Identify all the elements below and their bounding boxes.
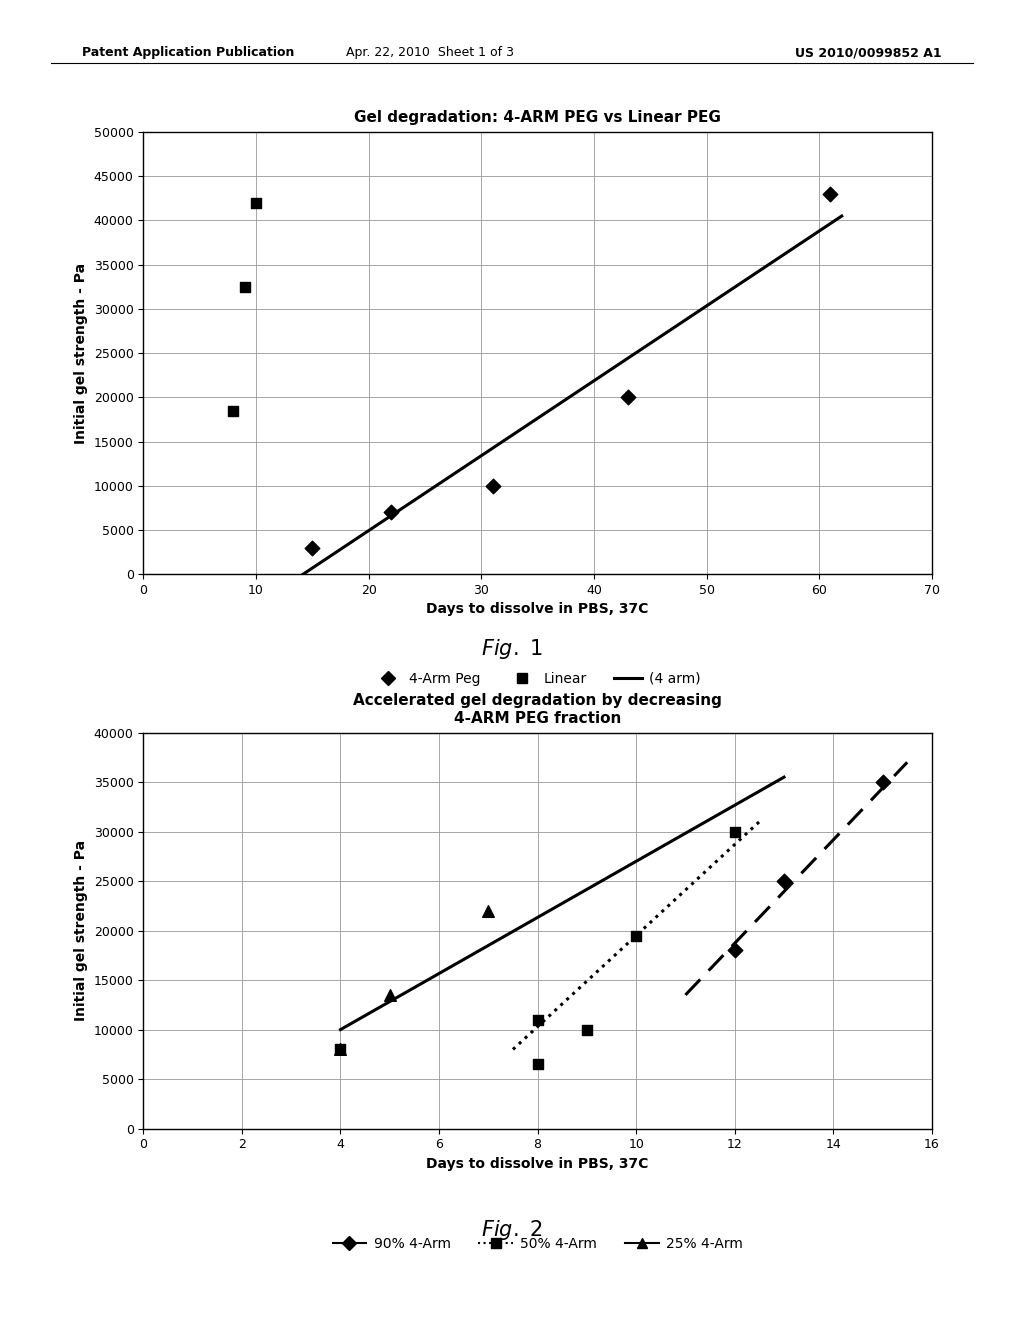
- Title: Accelerated gel degradation by decreasing
4-ARM PEG fraction: Accelerated gel degradation by decreasin…: [353, 693, 722, 726]
- Legend: 4-Arm Peg, Linear, (4 arm): 4-Arm Peg, Linear, (4 arm): [369, 667, 707, 692]
- Y-axis label: Initial gel strength - Pa: Initial gel strength - Pa: [74, 840, 88, 1022]
- Point: [620, 387, 636, 408]
- Text: Patent Application Publication: Patent Application Publication: [82, 46, 294, 59]
- Point: [480, 900, 497, 921]
- Point: [529, 1010, 546, 1031]
- X-axis label: Days to dissolve in PBS, 37C: Days to dissolve in PBS, 37C: [426, 602, 649, 616]
- Point: [237, 276, 253, 297]
- Point: [304, 537, 321, 558]
- Point: [727, 940, 743, 961]
- Point: [225, 400, 242, 421]
- Title: Gel degradation: 4-ARM PEG vs Linear PEG: Gel degradation: 4-ARM PEG vs Linear PEG: [354, 111, 721, 125]
- Text: Apr. 22, 2010  Sheet 1 of 3: Apr. 22, 2010 Sheet 1 of 3: [346, 46, 514, 59]
- Point: [727, 821, 743, 842]
- Point: [529, 1053, 546, 1074]
- Text: US 2010/0099852 A1: US 2010/0099852 A1: [796, 46, 942, 59]
- Point: [628, 925, 644, 946]
- Text: $\mathit{Fig.\ 1}$: $\mathit{Fig.\ 1}$: [481, 638, 543, 661]
- Point: [248, 193, 264, 214]
- Point: [874, 771, 891, 792]
- Y-axis label: Initial gel strength - Pa: Initial gel strength - Pa: [74, 263, 88, 444]
- Point: [776, 871, 793, 892]
- Point: [484, 475, 501, 496]
- Point: [822, 183, 839, 205]
- Point: [383, 502, 399, 523]
- Point: [332, 1039, 348, 1060]
- Point: [579, 1019, 595, 1040]
- Point: [382, 985, 398, 1006]
- Legend: 90% 4-Arm, 50% 4-Arm, 25% 4-Arm: 90% 4-Arm, 50% 4-Arm, 25% 4-Arm: [327, 1232, 749, 1257]
- Point: [332, 1039, 348, 1060]
- Text: $\mathit{Fig.\ 2}$: $\mathit{Fig.\ 2}$: [481, 1218, 543, 1242]
- X-axis label: Days to dissolve in PBS, 37C: Days to dissolve in PBS, 37C: [426, 1156, 649, 1171]
